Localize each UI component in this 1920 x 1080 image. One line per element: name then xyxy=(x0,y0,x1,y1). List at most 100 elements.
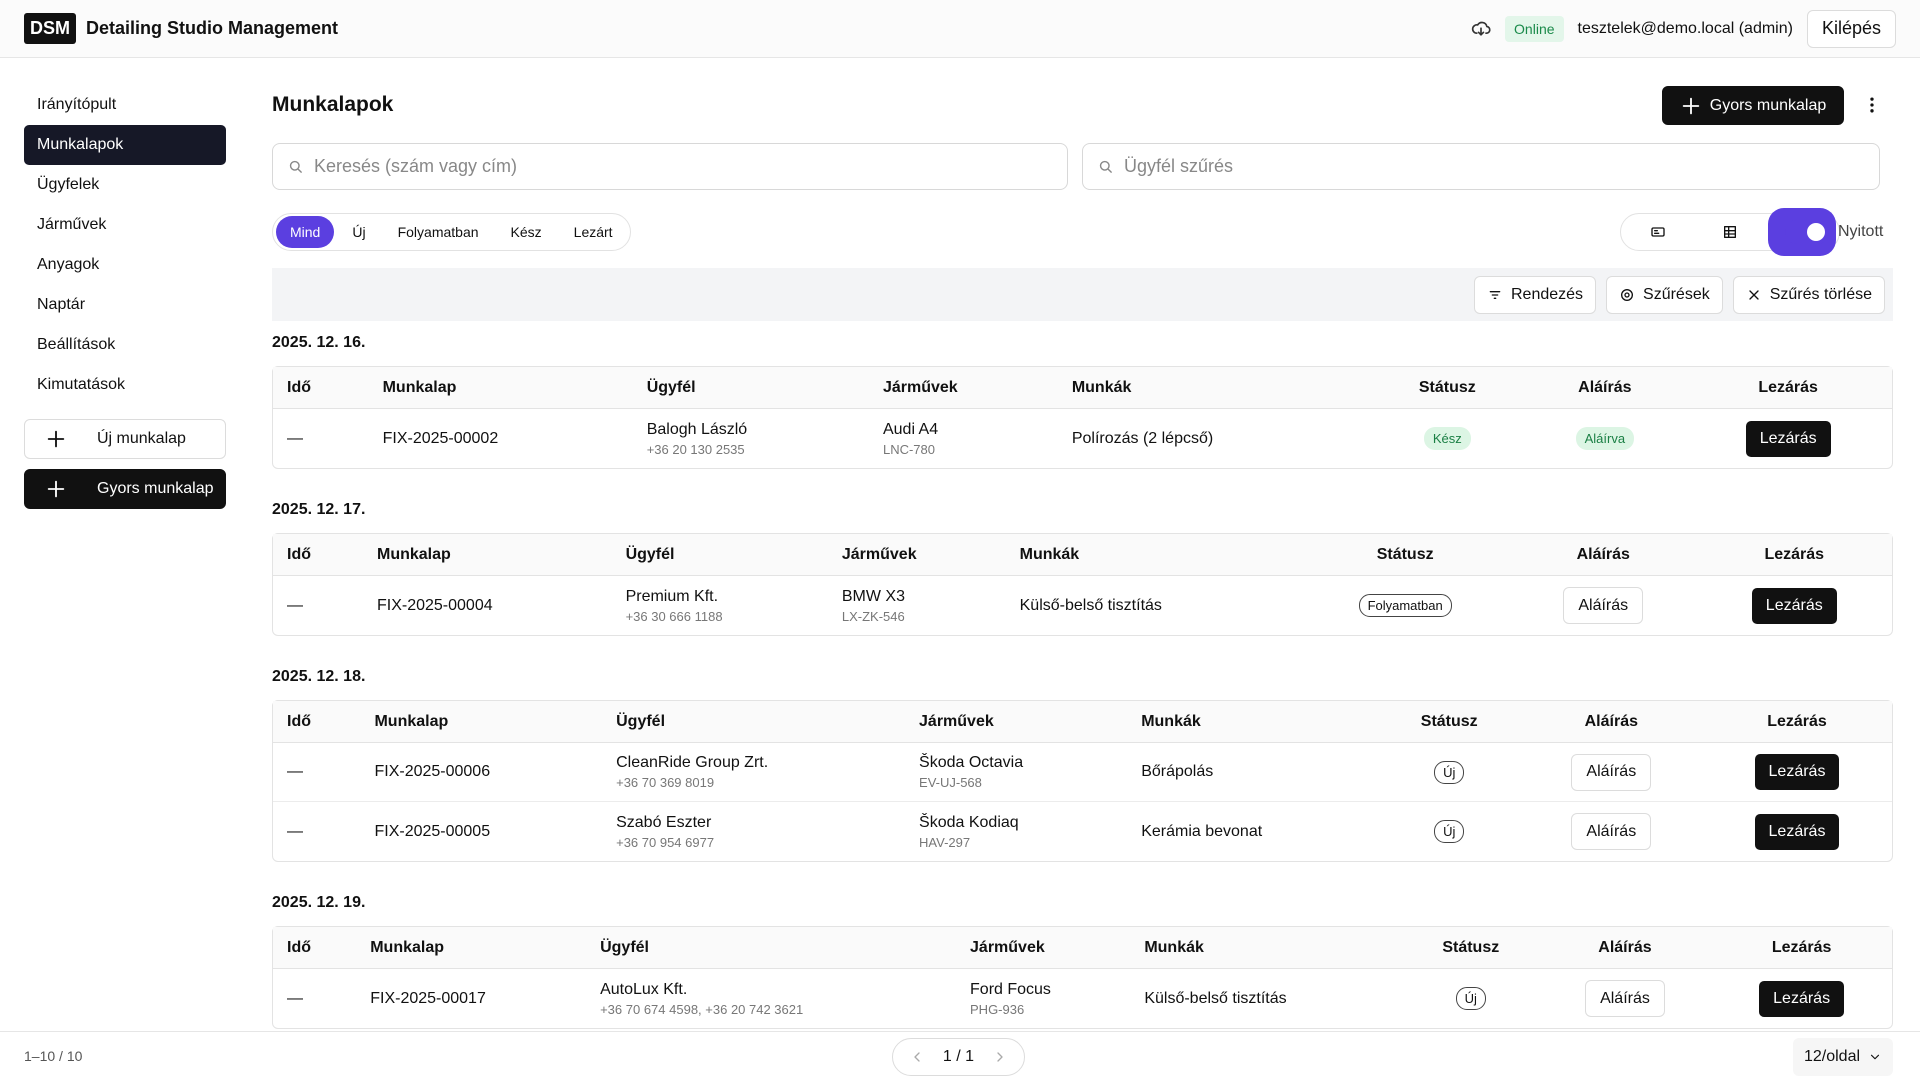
status-badge: Kész xyxy=(1424,427,1471,450)
icon xyxy=(1784,219,1830,245)
icon xyxy=(1746,287,1762,303)
signature: Aláírás xyxy=(1521,743,1702,802)
toolbar: Rendezés Szűrések Szűrés törlése xyxy=(272,268,1893,321)
sign-button[interactable]: Aláírás xyxy=(1585,980,1665,1017)
close-button[interactable]: Lezárás xyxy=(1746,421,1831,457)
icon xyxy=(1097,158,1114,175)
status-badge: Új xyxy=(1434,820,1464,843)
icon xyxy=(45,428,67,450)
quick-worksheet-button[interactable]: Gyors munkalap xyxy=(24,469,226,509)
worksheet-row[interactable]: —FIX-2025-00006CleanRide Group Zrt.+36 7… xyxy=(273,743,1892,802)
signature: Aláírás xyxy=(1510,576,1697,635)
nav-item[interactable]: Naptár xyxy=(24,285,226,325)
icon xyxy=(1471,19,1491,39)
client-phone: +36 70 369 8019 xyxy=(616,775,891,790)
client-name: Premium Kft. xyxy=(626,588,814,606)
column-header: Státusz xyxy=(1369,367,1525,409)
client-name: Balogh László xyxy=(647,421,855,439)
sign-button[interactable]: Aláírás xyxy=(1571,813,1651,850)
per-page-select[interactable]: 12/oldal xyxy=(1793,1038,1893,1076)
client-filter-input[interactable]: Ügyfél szűrés xyxy=(1082,143,1880,190)
worksheet-table: IdőMunkalapÜgyfélJárművekMunkákStátuszAl… xyxy=(272,533,1893,636)
search-input[interactable]: Keresés (szám vagy cím) xyxy=(272,143,1068,190)
status-tab[interactable]: Lezárt xyxy=(560,216,627,248)
column-header: Járművek xyxy=(956,927,1130,969)
close-button[interactable]: Lezárás xyxy=(1752,588,1837,624)
toolbar-button[interactable]: Szűrések xyxy=(1606,276,1723,314)
status-badge: Új xyxy=(1434,761,1464,784)
close-button[interactable]: Lezárás xyxy=(1755,814,1840,850)
open-toggle[interactable]: Nyitott xyxy=(1784,213,1893,251)
status-badge: Folyamatban xyxy=(1359,594,1452,617)
close: Lezárás xyxy=(1684,409,1892,468)
top-bar: DSMDetailing Studio ManagementOnlinetesz… xyxy=(0,0,1920,58)
column-header: Járművek xyxy=(869,367,1058,409)
nav-item[interactable]: Munkalapok xyxy=(24,125,226,165)
status: Új xyxy=(1378,802,1521,861)
column-header: Munkák xyxy=(1130,927,1403,969)
column-header: Lezárás xyxy=(1684,367,1892,409)
plate: EV-UJ-568 xyxy=(919,775,1113,790)
close: Lezárás xyxy=(1711,969,1892,1028)
toolbar-button[interactable]: Szűrés törlése xyxy=(1733,276,1885,314)
nav-item[interactable]: Járművek xyxy=(24,205,226,245)
worksheet-row[interactable]: —FIX-2025-00004Premium Kft.+36 30 666 11… xyxy=(273,576,1892,635)
vehicle: Audi A4 LNC-780 xyxy=(869,409,1058,468)
column-header: Idő xyxy=(273,701,360,743)
status-tab[interactable]: Folyamatban xyxy=(384,216,493,248)
close-button[interactable]: Lezárás xyxy=(1755,754,1840,790)
more-menu[interactable] xyxy=(1862,95,1882,120)
status: Kész xyxy=(1369,409,1525,468)
sign-button[interactable]: Aláírás xyxy=(1571,754,1651,791)
label: Nyitott xyxy=(1838,223,1883,241)
column-header: Munkalap xyxy=(363,534,612,576)
plate: HAV-297 xyxy=(919,835,1113,850)
label: Rendezés xyxy=(1511,286,1583,304)
logout-button[interactable]: Kilépés xyxy=(1807,10,1896,48)
vehicle: Škoda OctaviaEV-UJ-568 xyxy=(905,743,1127,802)
page-indicator: 1 / 1 xyxy=(943,1048,974,1066)
nav-item[interactable]: Anyagok xyxy=(24,245,226,285)
worksheet-row[interactable]: —FIX-2025-00017AutoLux Kft.+36 70 674 45… xyxy=(273,969,1892,1028)
worksheet-id: FIX-2025-00006 xyxy=(360,743,602,802)
group-date: 2025. 12. 19. xyxy=(272,894,1893,912)
job: Külső-belső tisztítás xyxy=(1006,576,1301,635)
client: AutoLux Kft.+36 70 674 4598, +36 20 742 … xyxy=(586,969,956,1028)
nav-item[interactable]: Ügyfelek xyxy=(24,165,226,205)
signature-badge: Aláírva xyxy=(1576,427,1634,450)
sign-button[interactable]: Aláírás xyxy=(1563,587,1643,624)
group-date: 2025. 12. 17. xyxy=(272,501,1893,519)
column-header: Járművek xyxy=(905,701,1127,743)
label: Új munkalap xyxy=(97,430,186,448)
close: Lezárás xyxy=(1702,802,1892,861)
toolbar-button[interactable]: Rendezés xyxy=(1474,276,1596,314)
quick-worksheet-button[interactable]: Gyors munkalap xyxy=(1662,86,1844,125)
status-tab[interactable]: Mind xyxy=(276,216,334,248)
group-date: 2025. 12. 16. xyxy=(272,334,1893,352)
vehicle-name: Audi A4 xyxy=(883,421,1044,439)
status-tab[interactable]: Új xyxy=(338,216,379,248)
plate: LNC-780 xyxy=(883,442,1044,457)
client: Balogh László+36 20 130 2535 xyxy=(633,409,869,468)
worksheet-row[interactable]: —FIX-2025-00002Balogh László+36 20 130 2… xyxy=(273,409,1892,468)
client: CleanRide Group Zrt.+36 70 369 8019 xyxy=(602,743,905,802)
time: — xyxy=(273,969,356,1028)
new-worksheet-button[interactable]: Új munkalap xyxy=(24,419,226,459)
label: Szűrések xyxy=(1643,286,1710,304)
job: Kerámia bevonat xyxy=(1127,802,1378,861)
view-option[interactable] xyxy=(1624,208,1692,256)
close-button[interactable]: Lezárás xyxy=(1759,981,1844,1017)
client-name: Szabó Eszter xyxy=(616,814,891,832)
icon xyxy=(45,478,67,500)
status-tab[interactable]: Kész xyxy=(497,216,556,248)
worksheet-id: FIX-2025-00005 xyxy=(360,802,602,861)
worksheet-row[interactable]: —FIX-2025-00005Szabó Eszter+36 70 954 69… xyxy=(273,802,1892,861)
nav-item[interactable]: Kimutatások xyxy=(24,365,226,405)
client: Szabó Eszter+36 70 954 6977 xyxy=(602,802,905,861)
nav-item[interactable]: Beállítások xyxy=(24,325,226,365)
view-option[interactable] xyxy=(1696,208,1764,256)
nav-item[interactable]: Irányítópult xyxy=(24,85,226,125)
client: Premium Kft.+36 30 666 1188 xyxy=(612,576,828,635)
vehicle-name: Ford Focus xyxy=(970,981,1116,999)
